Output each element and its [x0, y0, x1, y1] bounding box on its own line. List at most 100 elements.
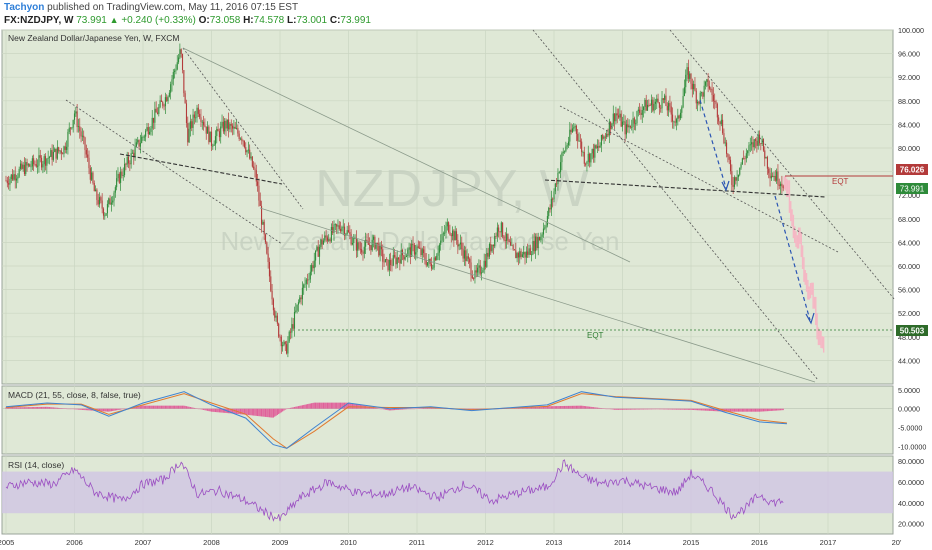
macd-hist-bar: [72, 408, 74, 410]
candle-body: [56, 147, 58, 159]
macd-hist-bar: [162, 405, 164, 409]
candle-body: [448, 222, 450, 233]
candle-body: [120, 171, 122, 183]
macd-hist-bar: [200, 408, 202, 410]
macd-hist-bar: [710, 408, 712, 411]
macd-pane[interactable]: [1, 385, 894, 455]
macd-hist-bar: [214, 408, 217, 413]
macd-hist-bar: [540, 406, 542, 409]
macd-hist-bar: [228, 408, 230, 414]
macd-hist-bar: [546, 406, 549, 409]
candle-body: [744, 158, 746, 160]
macd-hist-bar: [338, 402, 340, 409]
macd-hist-bar: [376, 408, 379, 409]
macd-hist-bar: [13, 407, 15, 409]
projection-bar: [801, 245, 804, 269]
candle-body: [674, 121, 676, 123]
candle-body: [91, 172, 93, 180]
candle-body: [213, 144, 215, 146]
macd-hist-bar: [233, 408, 235, 414]
macd-hist-bar: [122, 408, 124, 410]
macd-hist-bar: [753, 408, 755, 412]
candle-body: [328, 239, 330, 241]
candle-body: [84, 137, 86, 151]
macd-hist-bar: [222, 408, 224, 413]
macd-hist-bar: [206, 408, 209, 411]
candle-body: [689, 73, 691, 79]
macd-hist-bar: [729, 408, 732, 412]
candle-body: [592, 149, 595, 158]
chart-area[interactable]: NZDJPY, W New Zealand Dollar/Japanese Ye…: [0, 28, 932, 550]
y-axis[interactable]: 100.000 96.000 92.000 88.000 84.000 80.000 76.…: [898, 28, 926, 529]
macd-hist-bar: [566, 405, 568, 409]
macd-hist-bar: [293, 406, 296, 409]
macd-hist-bar: [754, 408, 757, 412]
macd-hist-bar: [9, 407, 11, 409]
macd-hist-bar: [55, 407, 57, 409]
candle-body: [574, 125, 576, 128]
candle-body: [491, 244, 493, 252]
macd-hist-bar: [517, 407, 520, 409]
x-axis[interactable]: 2005 2006 2007 2008 2009 2010 2011 2012 2013 2014…: [0, 538, 902, 547]
candle-body: [586, 161, 588, 164]
candle-body: [731, 171, 733, 185]
candle-body: [708, 86, 710, 89]
candle-body: [531, 254, 533, 256]
candle-body: [129, 163, 131, 165]
candle-body: [770, 175, 772, 179]
candle-body: [69, 127, 72, 129]
candle-body: [245, 147, 247, 153]
candle-body: [653, 103, 655, 111]
candle-body: [366, 239, 368, 242]
candle-body: [109, 198, 111, 205]
macd-hist-bar: [648, 408, 650, 410]
macd-hist-bar: [10, 407, 12, 409]
macd-hist-bar: [558, 406, 560, 409]
candle-body: [430, 264, 433, 269]
macd-hist-bar: [779, 408, 782, 411]
open-value: 73.058: [209, 15, 241, 26]
candle-body: [206, 126, 209, 134]
author-name[interactable]: Tachyon: [4, 2, 45, 13]
candle-body: [590, 153, 592, 163]
candle-body: [48, 156, 51, 158]
candle-body: [639, 109, 641, 113]
candle-body: [399, 259, 401, 264]
candle-body: [594, 145, 596, 158]
projection-path: [783, 176, 825, 353]
candle-body: [92, 172, 94, 184]
macd-hist-bar: [516, 407, 518, 409]
macd-hist-bar: [112, 408, 114, 411]
macd-hist-bar: [645, 408, 647, 410]
candle-body: [462, 249, 464, 259]
candle-body: [137, 139, 139, 143]
candle-body: [656, 98, 658, 102]
candle-body: [145, 130, 147, 137]
candle-body: [60, 150, 62, 154]
candle-body: [142, 136, 144, 138]
symbol-label[interactable]: FX:NZDJPY, W: [4, 15, 74, 26]
candle-body: [415, 252, 417, 255]
candle-body: [563, 151, 566, 153]
candle-body: [724, 142, 726, 144]
macd-hist-bar: [243, 408, 246, 415]
candle-body: [189, 121, 191, 129]
candle-body: [31, 158, 33, 167]
candle-body: [407, 249, 409, 256]
candle-body: [307, 279, 309, 281]
candle-body: [465, 250, 467, 261]
candle-body: [27, 164, 29, 166]
candle-body: [26, 162, 28, 166]
macd-hist-bar: [679, 408, 682, 410]
y-tick-price: 52.000: [898, 309, 920, 318]
candle-body: [162, 101, 164, 106]
macd-hist-bar: [164, 405, 166, 409]
x-tick-label: 2017: [820, 538, 837, 547]
projection-bar: [815, 296, 817, 326]
candle-body: [643, 106, 645, 111]
candle-body: [383, 261, 385, 263]
macd-hist-bar: [288, 408, 290, 409]
candle-body: [191, 121, 193, 128]
price-pane[interactable]: [1, 29, 894, 385]
macd-hist-bar: [97, 408, 99, 411]
